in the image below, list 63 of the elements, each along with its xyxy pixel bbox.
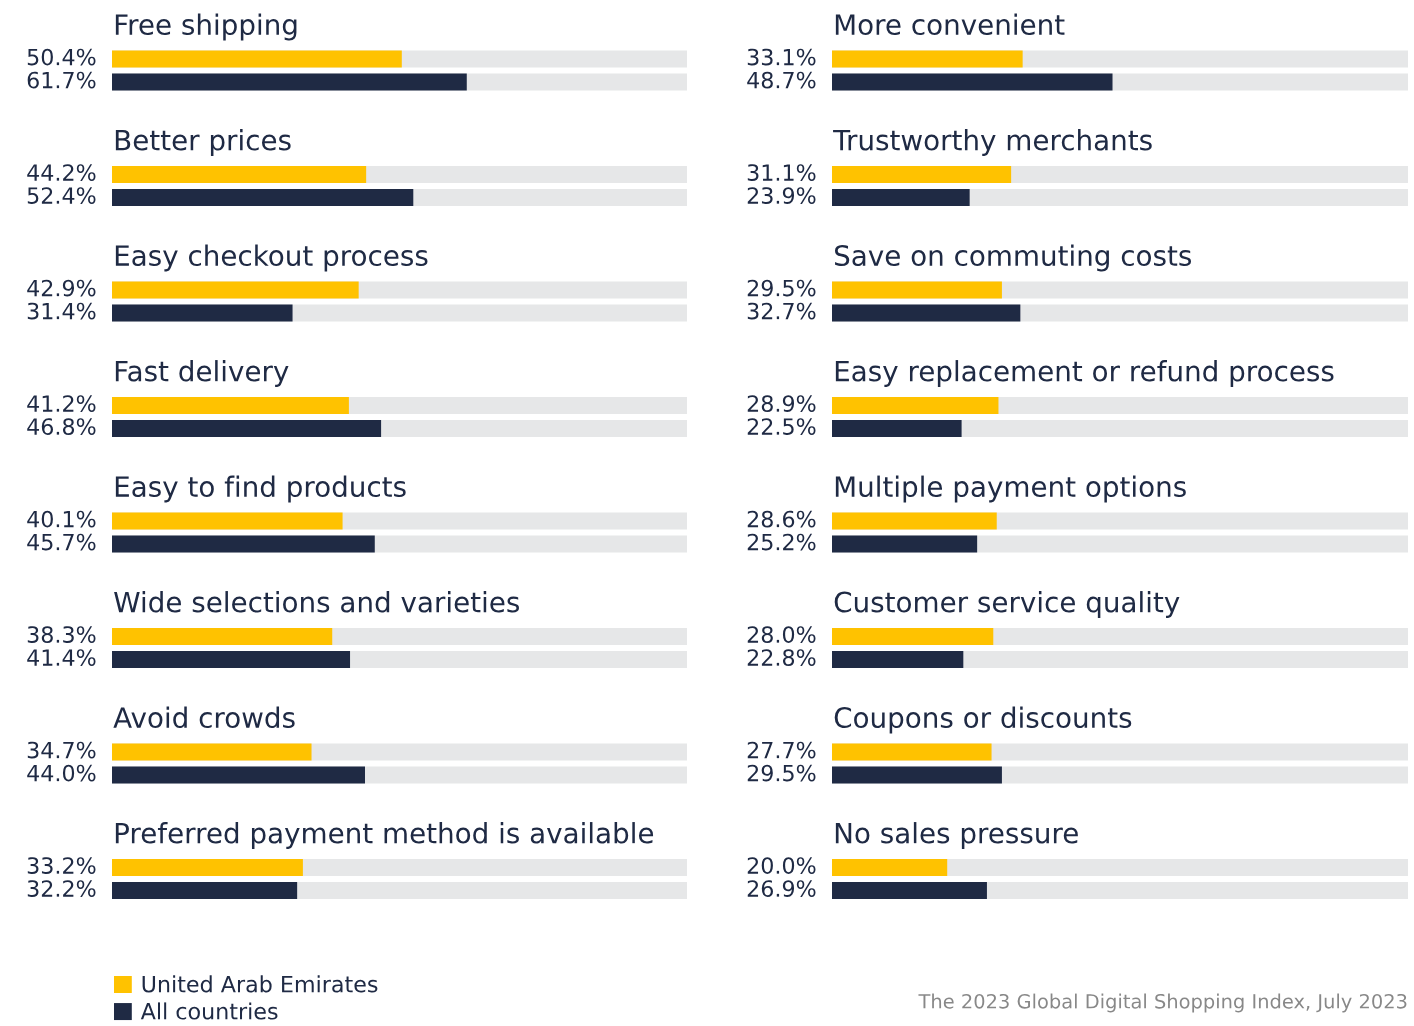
category-label: Wide selections and varieties	[114, 591, 520, 613]
data-label: 28.9%	[747, 395, 816, 412]
category-label: Customer service quality	[834, 591, 1180, 618]
data-label: 20.0%	[747, 857, 816, 874]
data-label: 41.4%	[27, 649, 96, 666]
bar	[832, 651, 964, 668]
data-label: 22.5%	[747, 418, 816, 435]
category-label: Trustworthy merchants	[833, 129, 1152, 156]
data-label: 52.4%	[27, 187, 96, 204]
bar	[832, 189, 970, 206]
category-label: Preferred payment method is available	[115, 822, 654, 849]
category-label: Easy to find products	[115, 475, 406, 503]
category-label: Fast delivery	[115, 360, 289, 387]
category-label: Avoid crowds	[113, 706, 295, 729]
bar	[832, 304, 1021, 322]
bar	[832, 766, 1002, 784]
data-label: 29.5%	[747, 279, 816, 297]
data-label: 46.8%	[27, 418, 96, 435]
data-label: 61.7%	[27, 71, 96, 89]
legend-label: All countries	[140, 1002, 278, 1020]
data-label: 25.2%	[747, 533, 816, 551]
data-label: 26.9%	[747, 880, 816, 897]
bar	[832, 859, 948, 876]
bar	[112, 304, 293, 322]
data-label: 34.7%	[27, 741, 96, 759]
data-label: 50.4%	[27, 48, 96, 66]
bar	[832, 420, 962, 437]
bar	[832, 535, 978, 553]
data-label: 33.2%	[27, 857, 96, 874]
category-label: No sales pressure	[835, 822, 1078, 849]
category-label: Easy checkout process	[115, 244, 428, 272]
data-label: 23.9%	[747, 187, 816, 204]
data-label: 40.1%	[27, 510, 96, 528]
data-label: 33.1%	[747, 48, 816, 66]
data-label: 32.7%	[747, 302, 816, 320]
data-label: 45.7%	[27, 533, 96, 551]
data-label: 44.0%	[27, 764, 96, 782]
data-label: 28.0%	[747, 626, 816, 643]
data-label: 48.7%	[747, 71, 816, 89]
category-label: Free shipping	[115, 13, 297, 41]
bar	[832, 50, 1023, 68]
data-label: 31.4%	[27, 302, 96, 320]
category-label: More convenient	[835, 13, 1065, 36]
data-label: 29.5%	[747, 764, 816, 782]
data-label: 32.2%	[27, 880, 96, 897]
data-label: 22.8%	[747, 649, 816, 666]
data-label: 27.7%	[747, 741, 816, 759]
category-label: Easy replacement or refund process	[835, 360, 1334, 387]
data-label: 41.2%	[27, 395, 96, 412]
category-label: Multiple payment options	[835, 475, 1186, 503]
category-label: Coupons or discounts	[834, 706, 1132, 734]
category-label: Save on commuting costs	[834, 244, 1192, 272]
bar	[832, 512, 997, 530]
data-label: 42.9%	[27, 279, 96, 297]
legend-label: United Arab Emirates	[142, 975, 378, 993]
data-label: 44.2%	[27, 164, 96, 181]
data-label: 28.6%	[747, 510, 816, 528]
bar	[832, 743, 992, 761]
bar	[832, 281, 1002, 299]
text: The 2023 Global Digital Shopping Index, July 2023	[918, 993, 1407, 1013]
data-label: 31.1%	[747, 164, 816, 181]
data-label: 38.3%	[27, 626, 96, 643]
category-label: Better prices	[115, 129, 291, 156]
